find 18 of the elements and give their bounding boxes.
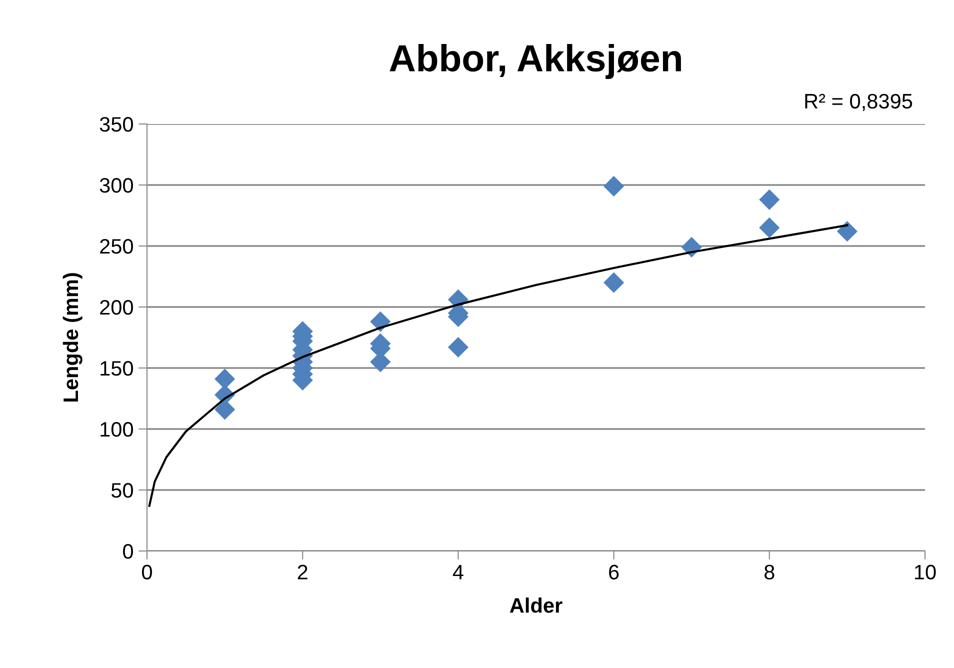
text: R² = 0,8395 — [805, 94, 912, 112]
x-tick-label: 6 — [609, 564, 619, 580]
x-tick-label: 10 — [915, 564, 936, 580]
y-tick-label: 0 — [123, 544, 133, 559]
y-tick-label: 50 — [111, 483, 133, 498]
y-tick-label: 300 — [100, 178, 133, 193]
x-tick-label: 2 — [298, 564, 308, 580]
y-tick-label: 250 — [100, 239, 133, 254]
x-tick-label: 8 — [764, 564, 774, 580]
x-tick-label: 0 — [142, 564, 152, 580]
y-tick-label: 350 — [100, 117, 133, 132]
x-tick-label: 4 — [452, 564, 464, 580]
y-tick-label: 200 — [100, 300, 133, 315]
y-tick-label: 150 — [100, 361, 133, 376]
y-axis-title: Lengde (mm) — [62, 273, 82, 402]
y-tick-label: 100 — [100, 422, 133, 437]
chart-title: Abbor, Akksjøen — [390, 44, 681, 80]
x-axis-title: Alder — [510, 598, 562, 613]
